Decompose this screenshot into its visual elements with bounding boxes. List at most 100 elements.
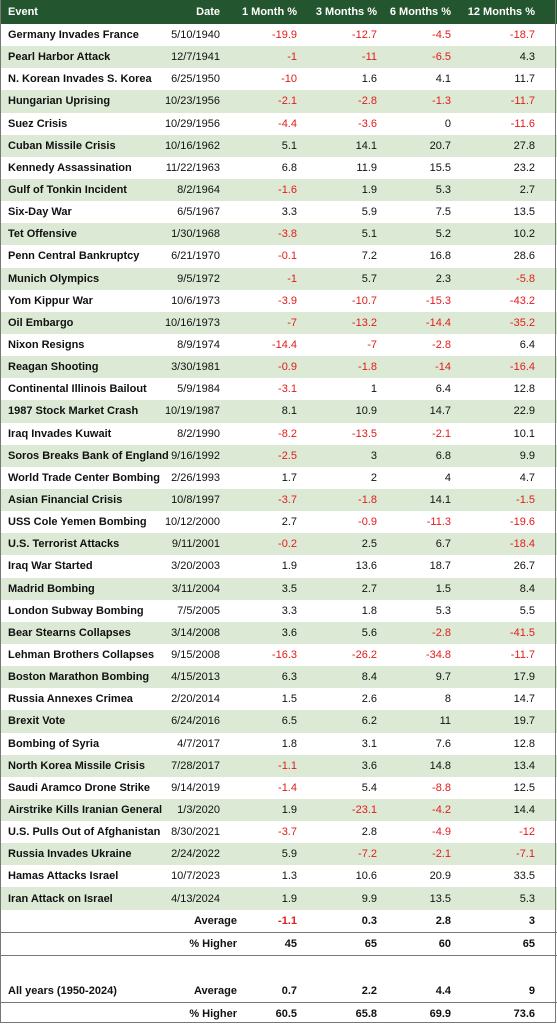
cell-3-months: 5.7 bbox=[361, 272, 377, 285]
cell-event: N. Korean Invades S. Korea bbox=[8, 73, 152, 86]
cell-6-months: 7.5 bbox=[435, 206, 451, 219]
cell-1-month: -1 bbox=[287, 272, 297, 285]
cell-event: 1987 Stock Market Crash bbox=[8, 405, 139, 418]
table-row: Pearl Harbor Attack 12/7/1941 -1 -11 -6.5 4.3 bbox=[0, 46, 557, 69]
cell-12-months: 12.5 bbox=[513, 781, 535, 794]
cell-1-month: 3.3 bbox=[281, 604, 297, 617]
header-6-months: 6 Months % bbox=[389, 6, 451, 18]
cell-3-months: 65 bbox=[364, 937, 377, 950]
cell-3-months: -0.9 bbox=[358, 516, 377, 529]
cell-event: Kennedy Assassination bbox=[8, 161, 132, 174]
cell-1-month: 5.1 bbox=[281, 139, 297, 152]
cell-3-months: -7.2 bbox=[358, 848, 377, 861]
cell-6-months: 69.9 bbox=[429, 1008, 451, 1021]
cell-3-months: -13.2 bbox=[351, 316, 377, 329]
table-row: Iran Attack on Israel 4/13/2024 1.9 9.9 13.5… bbox=[0, 887, 557, 910]
header-12-months: 12 Months % bbox=[467, 6, 535, 18]
cell-event: Nixon Resigns bbox=[8, 339, 85, 352]
cell-1-month: -8.2 bbox=[278, 427, 297, 440]
cell-3-months: 9.9 bbox=[361, 892, 377, 905]
cell-1-month: 3.3 bbox=[281, 206, 297, 219]
cell-date: 11/22/1963 bbox=[165, 161, 220, 174]
cell-event: Soros Breaks Bank of England bbox=[8, 449, 169, 462]
cell-date: 9/16/1992 bbox=[171, 449, 220, 462]
cell-event: Airstrike Kills Iranian General bbox=[8, 803, 163, 816]
cell-12-months: -41.5 bbox=[509, 626, 535, 639]
summary-row: Average -1.1 0.3 2.8 3 bbox=[0, 910, 557, 932]
cell-1-month: -1.4 bbox=[278, 781, 297, 794]
cell-1-month: -10 bbox=[281, 73, 297, 86]
all-years-higher-row: % Higher 60.5 65.8 69.9 73.6 bbox=[0, 1003, 557, 1025]
cell-event: Penn Central Bankruptcy bbox=[8, 250, 140, 263]
cell-3-months: 2.7 bbox=[361, 582, 377, 595]
cell-12-months: 73.6 bbox=[513, 1008, 535, 1021]
cell-event: U.S. Terrorist Attacks bbox=[8, 538, 120, 551]
cell-12-months: -11.6 bbox=[510, 117, 535, 130]
cell-3-months: 5.9 bbox=[361, 206, 377, 219]
cell-12-months: 14.7 bbox=[513, 693, 535, 706]
cell-3-months: 10.9 bbox=[355, 405, 377, 418]
cell-3-months: 2 bbox=[370, 471, 377, 484]
cell-1-month: 1.9 bbox=[281, 560, 297, 573]
cell-date: 3/20/2003 bbox=[171, 560, 220, 573]
cell-6-months: -4.2 bbox=[432, 803, 451, 816]
cell-12-months: 8.4 bbox=[519, 582, 535, 595]
cell-3-months: 2.2 bbox=[361, 984, 377, 997]
cell-date: 9/11/2001 bbox=[171, 538, 220, 551]
cell-1-month: -7 bbox=[287, 316, 297, 329]
summary-label: Average bbox=[193, 914, 237, 927]
table-row: Munich Olympics 9/5/1972 -1 5.7 2.3 -5.8 bbox=[0, 267, 557, 290]
cell-date: 5/9/1984 bbox=[177, 383, 220, 396]
table-row: USS Cole Yemen Bombing 10/12/2000 2.7 -0.9 -… bbox=[0, 511, 557, 533]
table-row: Airstrike Kills Iranian General 1/3/2020 1… bbox=[0, 798, 557, 822]
cell-event: Munich Olympics bbox=[8, 272, 100, 285]
divider bbox=[0, 1002, 557, 1004]
table-row: Asian Financial Crisis 10/8/1997 -3.7 -1.8 1… bbox=[0, 488, 557, 512]
cell-12-months: -11.7 bbox=[510, 649, 535, 661]
cell-date: 10/8/1997 bbox=[171, 494, 220, 507]
cell-12-months: -35.2 bbox=[509, 316, 535, 329]
cell-6-months: -2.1 bbox=[432, 427, 451, 440]
cell-1-month: 6.5 bbox=[281, 715, 297, 728]
table-row: Hamas Attacks Israel 10/7/2023 1.3 10.6 20.9… bbox=[0, 865, 557, 887]
divider bbox=[0, 931, 557, 933]
cell-3-months: 2.5 bbox=[361, 538, 377, 551]
cell-event: Iraq Invades Kuwait bbox=[8, 427, 112, 440]
cell-6-months: -15.3 bbox=[425, 294, 451, 307]
cell-12-months: -18.7 bbox=[509, 29, 535, 42]
header-1-month: 1 Month % bbox=[242, 6, 297, 18]
cell-6-months: 2.8 bbox=[435, 914, 451, 927]
cell-1-month: 1.9 bbox=[281, 803, 297, 816]
cell-3-months: 14.1 bbox=[355, 139, 377, 152]
table-row: Bombing of Syria 4/7/2017 1.8 3.1 7.6 12.8 bbox=[0, 733, 557, 755]
cell-date: 4/15/2013 bbox=[171, 671, 220, 684]
cell-12-months: 10.1 bbox=[513, 427, 535, 440]
cell-1-month: -3.8 bbox=[278, 228, 297, 241]
cell-event: Tet Offensive bbox=[8, 228, 77, 241]
cell-6-months: 4 bbox=[444, 471, 451, 484]
cell-6-months: 9.7 bbox=[435, 671, 451, 684]
cell-3-months: 3.1 bbox=[361, 737, 377, 750]
table-row: Six-Day War 6/5/1967 3.3 5.9 7.5 13.5 bbox=[0, 201, 557, 223]
cell-6-months: 11 bbox=[439, 715, 451, 728]
cell-date: 1/3/2020 bbox=[177, 803, 220, 816]
cell-1-month: 3.5 bbox=[281, 582, 297, 595]
cell-12-months: 28.6 bbox=[513, 250, 535, 263]
table-row: Madrid Bombing 3/11/2004 3.5 2.7 1.5 8.4 bbox=[0, 577, 557, 600]
cell-date: 8/9/1974 bbox=[177, 339, 220, 352]
table-row: Tet Offensive 1/30/1968 -3.8 5.1 5.2 10.2 bbox=[0, 223, 557, 246]
cell-6-months: 18.7 bbox=[429, 560, 451, 573]
cell-3-months: 1.8 bbox=[361, 604, 377, 617]
cell-3-months: -3.6 bbox=[358, 117, 377, 130]
cell-3-months: 65.8 bbox=[355, 1008, 377, 1021]
cell-event: Cuban Missile Crisis bbox=[8, 139, 116, 152]
cell-date: 2/24/2022 bbox=[171, 848, 220, 861]
cell-3-months: 7.2 bbox=[361, 250, 377, 263]
table-row: Iraq War Started 3/20/2003 1.9 13.6 18.7 26.7 bbox=[0, 555, 557, 577]
cell-3-months: 5.4 bbox=[361, 781, 377, 794]
cell-12-months: 2.7 bbox=[519, 184, 535, 197]
cell-12-months: 12.8 bbox=[513, 737, 535, 750]
cell-1-month: -1.6 bbox=[278, 184, 297, 197]
cell-12-months: 22.9 bbox=[513, 405, 535, 418]
cell-1-month: 1.7 bbox=[281, 471, 297, 484]
